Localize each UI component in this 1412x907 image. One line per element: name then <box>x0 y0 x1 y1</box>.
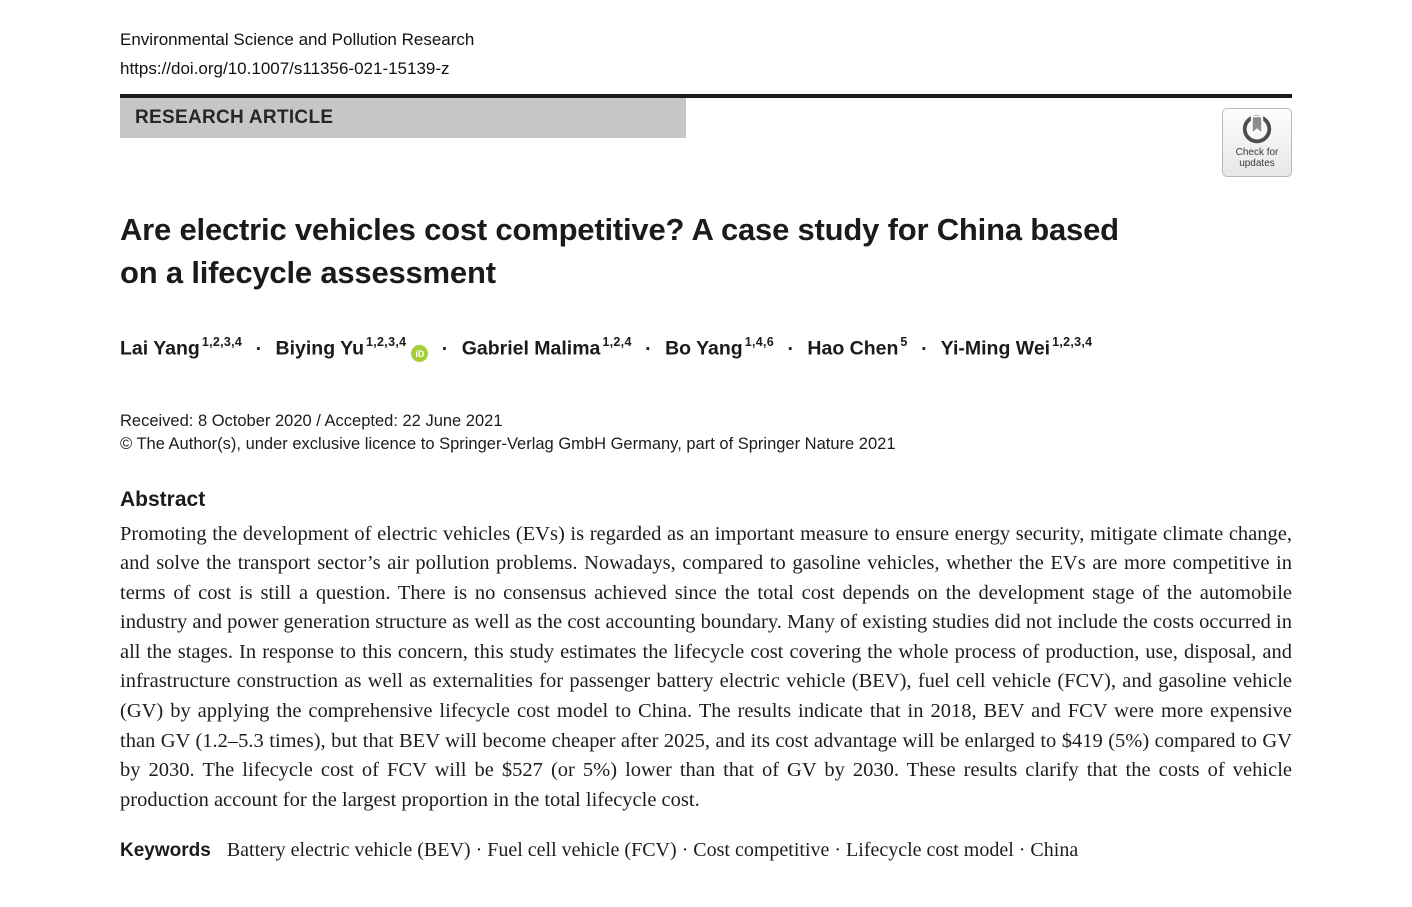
article-type-label: RESEARCH ARTICLE <box>135 107 334 128</box>
author-affiliations: 1,2,3,4 <box>201 335 243 349</box>
keywords-label: Keywords <box>120 840 211 862</box>
keywords-row: Keywords Battery electric vehicle (BEV) … <box>120 839 1292 862</box>
check-for-updates-line1: Check for <box>1235 147 1279 158</box>
author-separator: · <box>787 337 794 360</box>
check-for-updates-badge[interactable]: Check for updates <box>1222 108 1292 177</box>
authors-line: Lai Yang 1,2,3,4 · Biying Yu 1,2,3,4iD · G… <box>120 330 1292 362</box>
abstract-heading: Abstract <box>120 487 206 511</box>
author-separator: · <box>255 337 263 360</box>
author-separator: · <box>921 337 928 360</box>
author-name: Gabriel Malima <box>461 337 601 360</box>
check-for-updates-line2: updates <box>1239 158 1275 169</box>
received-accepted-line: Received: 8 October 2020 / Accepted: 22 … <box>120 411 503 430</box>
orcid-icon[interactable]: iD <box>411 345 429 362</box>
author-affiliations: 1,2,3,4 <box>366 335 407 349</box>
author-affiliations: 1,2,4 <box>602 335 632 349</box>
article-type-banner: RESEARCH ARTICLE <box>120 98 686 138</box>
author-separator: · <box>441 337 449 360</box>
author-name: Yi-Ming Wei <box>940 337 1051 360</box>
paper-title: Are electric vehicles cost competitive? … <box>120 208 1292 294</box>
header-rule <box>120 94 1292 98</box>
author-affiliations: 1,4,6 <box>744 335 775 349</box>
crossmark-icon <box>1242 114 1272 144</box>
abstract-body: Promoting the development of electric ve… <box>120 522 1292 811</box>
author-separator: · <box>645 337 652 360</box>
author-name: Biying Yu <box>275 337 365 360</box>
author-name: Lai Yang <box>120 337 200 360</box>
paper-title-line2: on a lifecycle assessment <box>120 255 496 290</box>
doi-link[interactable]: https://doi.org/10.1007/s11356-021-15139… <box>120 59 450 78</box>
keywords-text: Battery electric vehicle (BEV) · Fuel ce… <box>226 839 1079 862</box>
author-affiliations: 1,2,3,4 <box>1052 335 1093 349</box>
check-for-updates-label: Check for updates <box>1236 147 1279 169</box>
journal-name: Environmental Science and Pollution Rese… <box>120 30 475 49</box>
author-affiliations: 5 <box>900 335 908 349</box>
author-name: Bo Yang <box>665 337 743 360</box>
paper-title-line1: Are electric vehicles cost competitive? … <box>120 212 1119 247</box>
copyright-line: © The Author(s), under exclusive licence… <box>120 434 896 453</box>
author-name: Hao Chen <box>807 337 899 360</box>
